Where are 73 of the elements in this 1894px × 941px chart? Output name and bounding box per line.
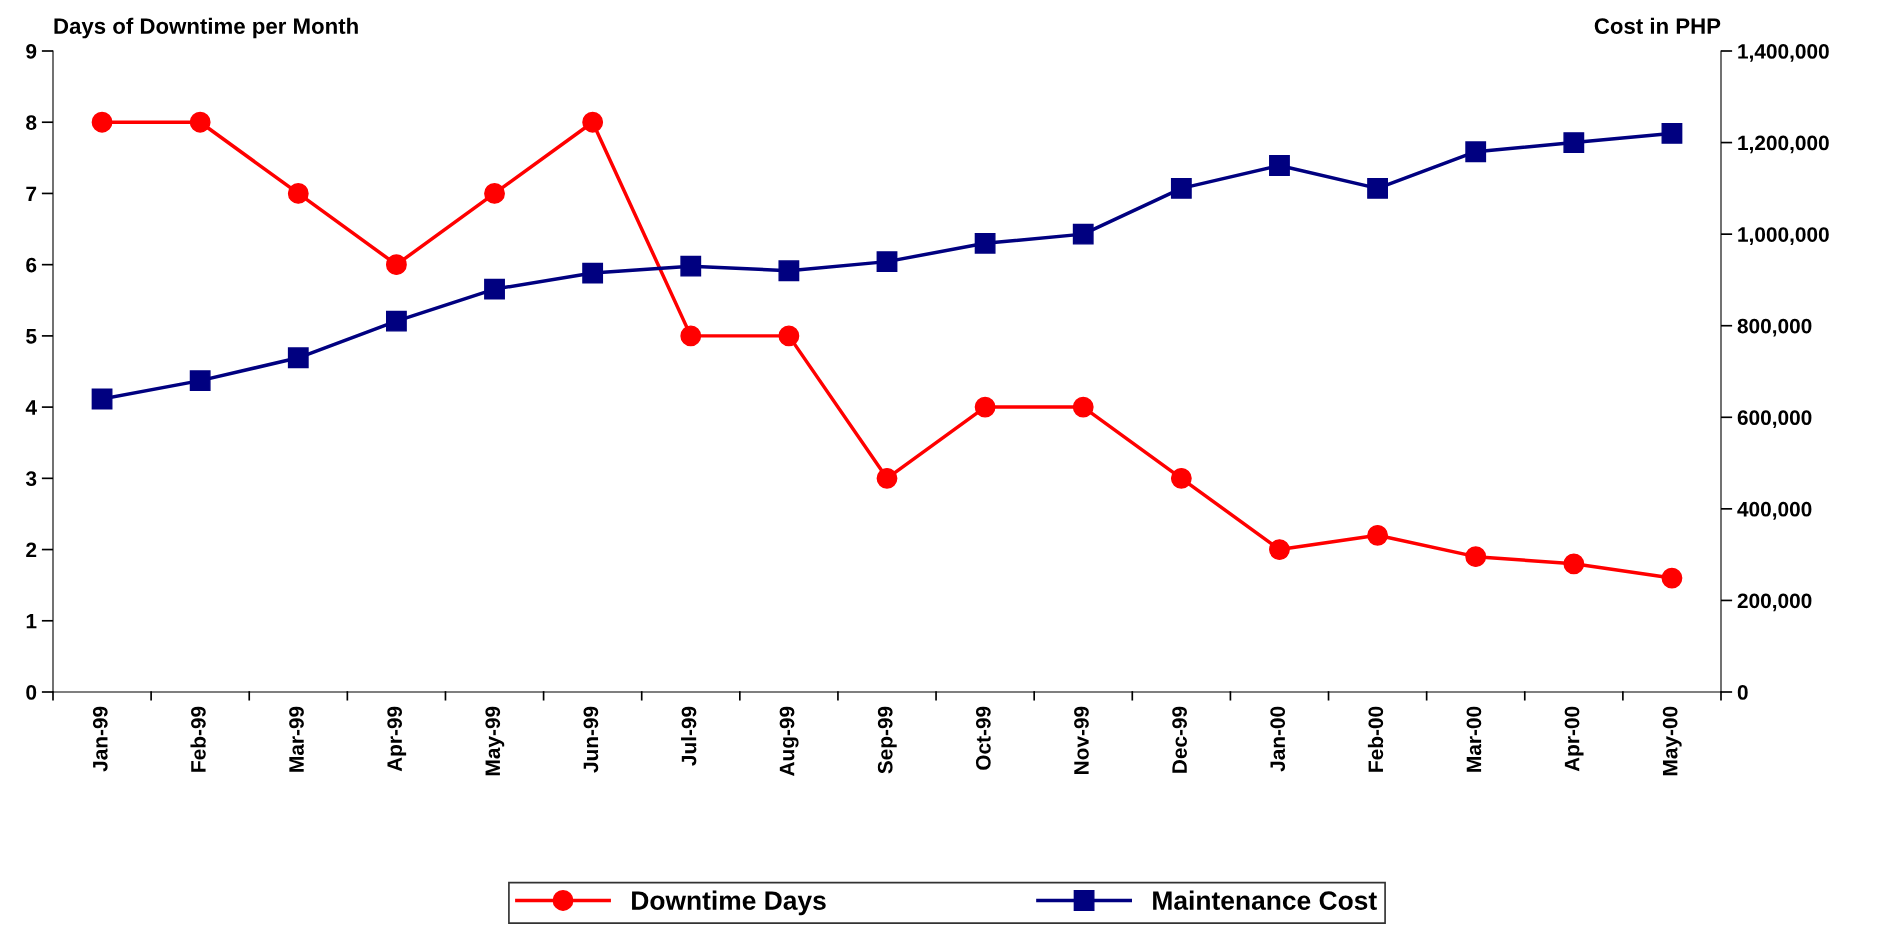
- point: [974, 232, 996, 254]
- point: [287, 347, 309, 369]
- point: [582, 111, 604, 133]
- y2-tick-label: 600,000: [1737, 410, 1812, 429]
- point: [1367, 524, 1389, 546]
- y-tick-label: 1: [26, 613, 37, 629]
- point: [484, 183, 505, 204]
- x-tick-label: Mar-99: [289, 706, 304, 772]
- point: [1465, 546, 1487, 568]
- y2-tick-label: 1,400,000: [1738, 44, 1829, 62]
- point: [287, 183, 309, 204]
- x-tick-label: Oct-99: [975, 706, 991, 770]
- point: [385, 310, 407, 332]
- y2-tick-label: 0: [1737, 685, 1748, 700]
- x-tick-label: Apr-00: [1564, 706, 1584, 772]
- point: [974, 396, 996, 418]
- point: [1661, 122, 1683, 144]
- y2-tick-label: 1,000,000: [1738, 227, 1829, 245]
- legend-label: Maintenance Cost: [1153, 890, 1377, 910]
- legend-label: Downtime Days: [632, 890, 826, 916]
- y-tick-label: 5: [26, 329, 37, 344]
- point: [189, 111, 211, 133]
- x-tick-label: Jan-99: [92, 706, 108, 772]
- x-tick-label: May-00: [1662, 706, 1682, 776]
- y-tick-label: 9: [26, 44, 37, 59]
- point: [189, 370, 211, 392]
- x-tick-label: Jan-00: [1270, 706, 1286, 772]
- point: [1465, 141, 1487, 163]
- y2-tick-label: 200,000: [1737, 593, 1812, 612]
- point: [680, 255, 702, 277]
- y-tick-label: 7: [26, 186, 37, 201]
- point: [1072, 396, 1094, 418]
- y2-tick-label: 400,000: [1737, 501, 1812, 520]
- point: [1072, 223, 1094, 245]
- x-tick-label: Jun-99: [583, 706, 599, 773]
- y-tick-label: 2: [26, 542, 37, 558]
- point: [385, 254, 407, 276]
- point: [876, 251, 898, 273]
- y-tick-label: 0: [26, 685, 37, 700]
- point: [1170, 177, 1192, 199]
- y-tick-label: 3: [25, 471, 37, 487]
- point: [778, 260, 800, 282]
- x-tick-label: Mar-00: [1466, 706, 1482, 772]
- point: [778, 325, 800, 347]
- point: [680, 325, 702, 347]
- y-tick-label: 6: [26, 257, 37, 273]
- y2-axis-title: Cost in PHP: [1594, 17, 1721, 34]
- point: [91, 388, 113, 410]
- x-tick-label: Feb-00: [1367, 706, 1384, 772]
- point: [1170, 467, 1192, 489]
- x-tick-label: May-99: [485, 706, 505, 776]
- point: [484, 278, 505, 300]
- point: [1563, 553, 1585, 575]
- point: [91, 111, 113, 133]
- x-tick-label: Nov-99: [1074, 706, 1089, 774]
- x-tick-label: Dec-99: [1172, 706, 1187, 773]
- x-tick-label: Feb-99: [190, 706, 206, 772]
- point: [1661, 567, 1683, 589]
- x-tick-label: Aug-99: [779, 706, 799, 776]
- y-tick-label: 4: [25, 400, 37, 415]
- x-tick-label: Jul-99: [681, 706, 697, 766]
- y2-tick-label: 800,000: [1737, 318, 1812, 337]
- point: [1367, 177, 1389, 199]
- y-axis-title: Days of Downtime per Month: [54, 17, 358, 39]
- y2-tick-label: 1,200,000: [1738, 135, 1829, 154]
- x-tick-label: Apr-99: [387, 706, 407, 772]
- y-tick-label: 8: [26, 115, 37, 130]
- point: [1563, 132, 1585, 153]
- point: [1269, 155, 1290, 176]
- point: [1269, 539, 1290, 560]
- point: [876, 467, 898, 489]
- x-tick-label: Sep-99: [877, 706, 897, 774]
- point: [582, 262, 604, 284]
